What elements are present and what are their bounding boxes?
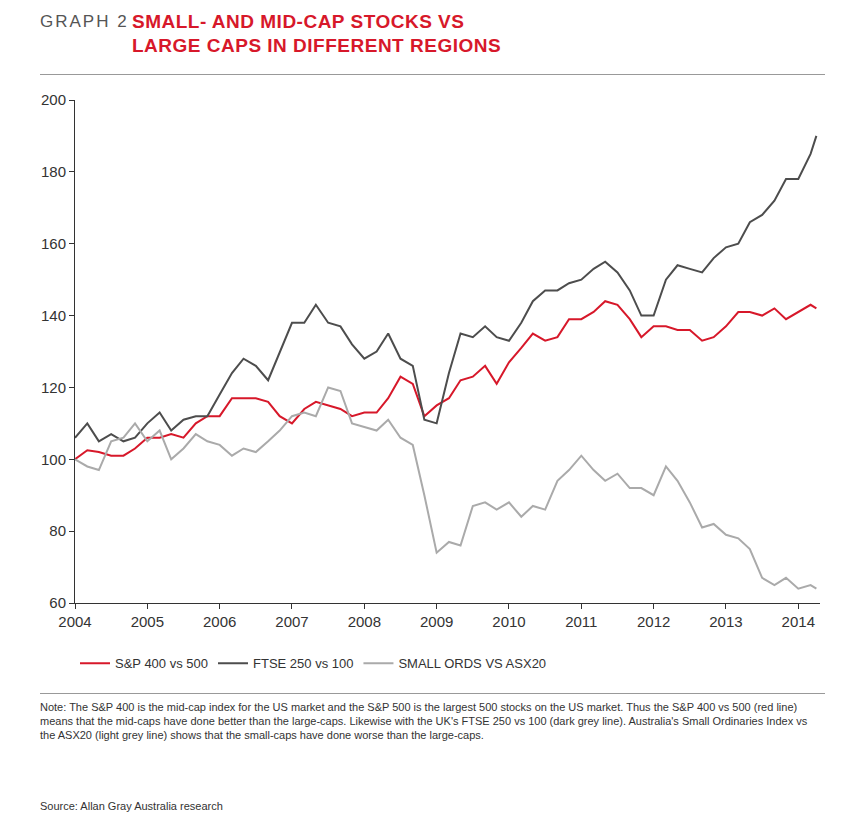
svg-text:60: 60 bbox=[49, 594, 66, 611]
svg-text:2014: 2014 bbox=[782, 613, 815, 630]
svg-text:FTSE 250 vs 100: FTSE 250 vs 100 bbox=[253, 656, 353, 671]
svg-text:2012: 2012 bbox=[637, 613, 670, 630]
svg-text:2006: 2006 bbox=[203, 613, 236, 630]
svg-text:SMALL ORDS VS ASX20: SMALL ORDS VS ASX20 bbox=[398, 656, 546, 671]
svg-text:2008: 2008 bbox=[348, 613, 381, 630]
svg-text:180: 180 bbox=[41, 163, 66, 180]
html-text:LARGE CAPS IN DIFFERENT REGION: LARGE CAPS IN DIFFERENT REGIONS bbox=[132, 35, 502, 56]
svg-text:140: 140 bbox=[41, 307, 66, 324]
svg-text:2005: 2005 bbox=[131, 613, 164, 630]
svg-text:160: 160 bbox=[41, 235, 66, 252]
svg-text:2011: 2011 bbox=[565, 613, 597, 630]
svg-text:80: 80 bbox=[49, 522, 66, 539]
svg-text:2013: 2013 bbox=[709, 613, 742, 630]
svg-text:2010: 2010 bbox=[492, 613, 525, 630]
html-text:Source: Allan Gray Australia r: Source: Allan Gray Australia research bbox=[40, 800, 223, 812]
html-text:GRAPH 2 SMALL- AND MID-CAP STO: GRAPH 2 SMALL- AND MID-CAP STOCKS VS bbox=[40, 11, 465, 32]
svg-text:120: 120 bbox=[41, 379, 66, 396]
html-text:Note: The S&P 400 is the mid-c: Note: The S&P 400 is the mid-cap index f… bbox=[40, 701, 808, 741]
svg-text:2007: 2007 bbox=[275, 613, 308, 630]
svg-text:S&P 400 vs 500: S&P 400 vs 500 bbox=[115, 656, 208, 671]
svg-text:2009: 2009 bbox=[420, 613, 453, 630]
svg-text:100: 100 bbox=[41, 451, 66, 468]
svg-text:2004: 2004 bbox=[58, 613, 91, 630]
svg-text:200: 200 bbox=[41, 91, 66, 108]
